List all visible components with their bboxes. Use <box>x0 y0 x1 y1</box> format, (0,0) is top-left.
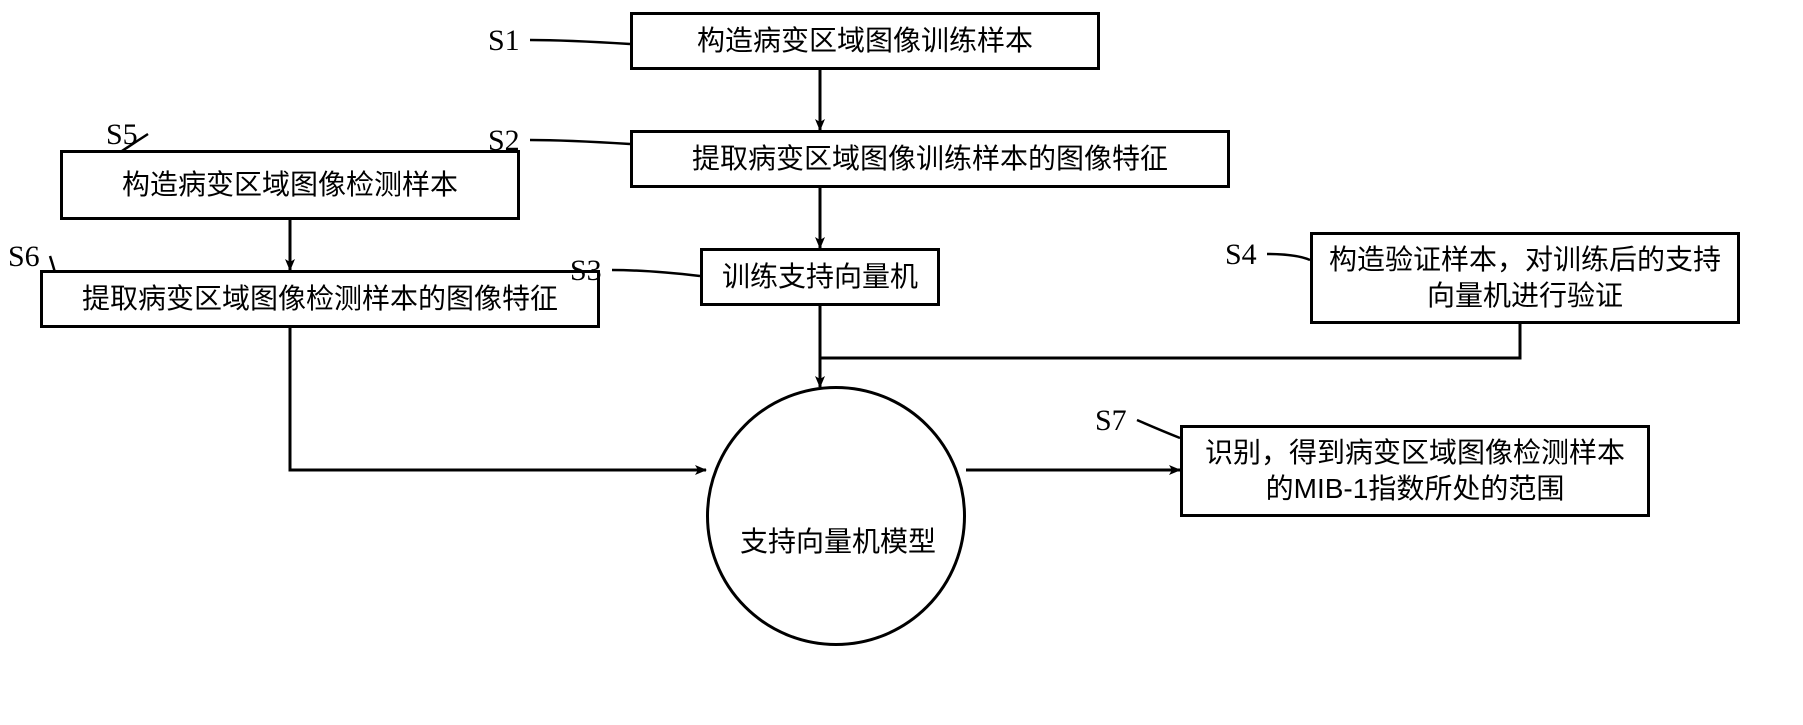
label-s2: S2 <box>488 124 520 158</box>
node-s6-text: 提取病变区域图像检测样本的图像特征 <box>82 281 558 317</box>
label-s4: S4 <box>1225 238 1257 272</box>
node-s4-text: 构造验证样本，对训练后的支持向量机进行验证 <box>1323 242 1727 315</box>
node-s6: 提取病变区域图像检测样本的图像特征 <box>40 270 600 328</box>
svm-model-label-text: 支持向量机模型 <box>740 526 936 557</box>
node-s5: 构造病变区域图像检测样本 <box>60 150 520 220</box>
node-s7: 识别，得到病变区域图像检测样本的MIB-1指数所处的范围 <box>1180 425 1650 517</box>
node-s1-text: 构造病变区域图像训练样本 <box>697 23 1033 59</box>
label-s7: S7 <box>1095 404 1127 438</box>
node-s3-text: 训练支持向量机 <box>722 259 918 295</box>
label-s7-text: S7 <box>1095 404 1127 437</box>
node-s2: 提取病变区域图像训练样本的图像特征 <box>630 130 1230 188</box>
node-s3: 训练支持向量机 <box>700 248 940 306</box>
label-s3-text: S3 <box>570 254 602 287</box>
node-s7-text: 识别，得到病变区域图像检测样本的MIB-1指数所处的范围 <box>1193 435 1637 508</box>
label-s4-text: S4 <box>1225 238 1257 271</box>
svm-model-label: 支持向量机模型 <box>740 520 936 560</box>
label-s3: S3 <box>570 254 602 288</box>
node-s4: 构造验证样本，对训练后的支持向量机进行验证 <box>1310 232 1740 324</box>
label-s6: S6 <box>8 240 40 274</box>
label-s2-text: S2 <box>488 124 520 157</box>
label-s6-text: S6 <box>8 240 40 273</box>
label-s5: S5 <box>106 118 138 152</box>
node-s5-text: 构造病变区域图像检测样本 <box>122 167 458 203</box>
node-s2-text: 提取病变区域图像训练样本的图像特征 <box>692 141 1168 177</box>
svm-model-circle <box>706 386 966 646</box>
node-s1: 构造病变区域图像训练样本 <box>630 12 1100 70</box>
flowchart-canvas: 构造病变区域图像训练样本 提取病变区域图像训练样本的图像特征 训练支持向量机 构… <box>0 0 1803 725</box>
label-s5-text: S5 <box>106 118 138 151</box>
label-s1-text: S1 <box>488 24 520 57</box>
label-s1: S1 <box>488 24 520 58</box>
